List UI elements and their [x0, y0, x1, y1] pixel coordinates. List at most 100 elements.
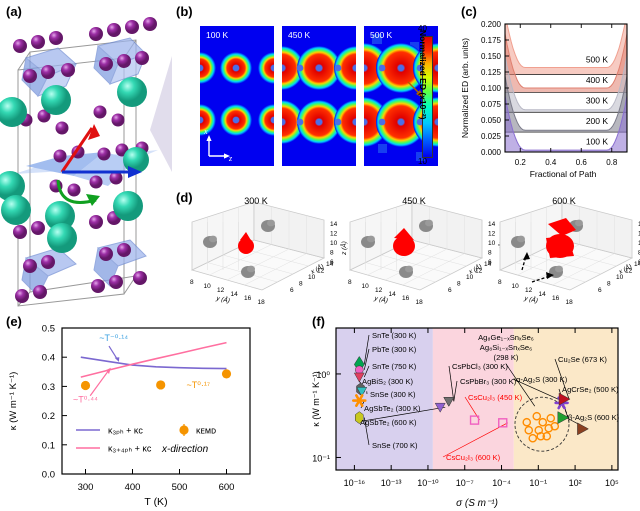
- panel-c-ytick: 0.075: [481, 100, 502, 109]
- panel-f-xtick: 10⁻¹⁰: [417, 478, 439, 488]
- panel-f-cluster-point: [522, 417, 532, 427]
- crystal-structure-graphic: [0, 17, 172, 307]
- panel-d-xtick: 6: [598, 287, 602, 294]
- panel-f-ytick: 10⁰: [316, 370, 330, 380]
- panel-c-area-300K: [505, 55, 627, 113]
- panel-c-series-label-500K: 500 K: [586, 54, 609, 64]
- panel-c-ytick: 0.000: [481, 148, 502, 157]
- panel-c-ytick: 0.100: [481, 84, 502, 93]
- panel-f-cluster-point: [534, 425, 544, 435]
- panel-f-cluster-label-2: (298 K): [494, 353, 519, 362]
- panel-e-xtick: 400: [125, 482, 141, 493]
- insulator-band: [336, 328, 433, 470]
- panel-f-label-Ag2S300K: α-Ag₂S (300 K): [516, 375, 568, 384]
- axis-x-label-b: x: [203, 127, 208, 136]
- panel-d-ytick: 8: [190, 279, 194, 286]
- cesium-atoms: [0, 77, 149, 253]
- panel-c-ytick: 0.125: [481, 68, 502, 77]
- panel-f-marker-CsCu2I3450K: [469, 415, 480, 425]
- panel-e-line-3phC: [80, 356, 227, 370]
- panel-d-ztick: 14: [488, 221, 496, 228]
- ed-map-temp-label-2: 450 K: [288, 30, 311, 40]
- panel-f-label-AgCrSe2500K: AgCrSe₂ (500 K): [562, 385, 619, 394]
- panel-f-cluster-point: [538, 417, 548, 427]
- panel-d-ztick: 12: [330, 231, 338, 238]
- panel-d-ytick: 8: [348, 279, 352, 286]
- mobile-ion-cloud: [238, 238, 254, 254]
- panel-c-ytick: 0.175: [481, 36, 502, 45]
- panel-d-ylabel: y (Å): [215, 293, 231, 305]
- trajectory-temp-label: 300 K: [244, 196, 268, 206]
- colorbar-min-label: 10: [418, 157, 427, 166]
- panel-f-label-AgSbTe2300K: AgSbTe₂ (300 K): [364, 404, 421, 413]
- ed-map-100k: 100 K x z: [200, 26, 274, 166]
- panel-e-point: [221, 369, 232, 379]
- panel-b-ed-maps: (b) 100 K x z: [172, 0, 457, 190]
- mobile-ion-cloud: [393, 236, 415, 256]
- panel-a-label: (a): [6, 4, 22, 19]
- panel-d-ztick: 14: [638, 221, 640, 228]
- panel-c-curve-100K: [504, 95, 628, 151]
- panel-c-ed-path-profile: (c) 0.000 0.025 0.050 0.075 0.100 0.125 0.150 0…: [457, 0, 640, 190]
- panel-d-xtick: 12: [475, 268, 483, 275]
- panel-f-cluster-point: [546, 413, 556, 423]
- panel-c-area-200K: [505, 75, 627, 133]
- panel-f-xlabel: σ (S m⁻¹): [456, 498, 498, 509]
- panel-f-xtick: 10⁻¹: [529, 478, 547, 488]
- ed-colorbar: [422, 36, 433, 158]
- panel-f-label-SnSe300K: SnSe (300 K): [370, 390, 416, 399]
- panel-e-ytick: 0.4: [42, 353, 55, 364]
- panel-f-marker-Cu2Se673K: [558, 392, 571, 406]
- panel-d-ztick: 6: [638, 259, 640, 266]
- panel-d-ytick: 14: [231, 291, 239, 298]
- panel-e-point: [80, 380, 91, 391]
- panel-d-xtick: 12: [625, 268, 633, 275]
- panel-f-label-CsPbBr3300K: CsPbBr₃ (300 K): [460, 377, 517, 386]
- panel-f-cluster-point: [542, 431, 552, 441]
- panel-d-xtick: 8: [299, 281, 303, 288]
- panel-f-cluster-label-1: Ag₈Si₁₋ₓSnₓSe₆: [480, 343, 532, 352]
- panel-f-xtick: 10²: [569, 478, 582, 488]
- panel-f-cluster-point: [528, 433, 538, 443]
- panel-d-ztick: 12: [638, 231, 640, 238]
- panel-f-label-Cu2Se673K: Cu₂Se (673 K): [558, 355, 607, 364]
- panel-c-area-400K: [505, 33, 627, 93]
- panel-d-xtick: 8: [607, 281, 611, 288]
- panel-e-xtick: 600: [219, 482, 235, 493]
- panel-f-marker-PbTe300K: [355, 365, 364, 375]
- panel-f-label-SnTe750K: SnTe (750 K): [372, 362, 417, 371]
- panel-c-curve-500K: [505, 23, 627, 68]
- panel-c-chart: 0.000 0.025 0.050 0.075 0.100 0.125 0.150 0.175…: [460, 20, 628, 179]
- panel-d-ytick: 8: [498, 279, 502, 286]
- panel-f-label-CsPbCl3300K: CsPbCl₃ (300 K): [452, 362, 508, 371]
- panel-f-marker-AgCrSe2500K: [557, 411, 570, 425]
- panel-e-legend-2: κᴇᴍᴅ: [196, 426, 216, 436]
- panel-d-ztick: 6: [488, 259, 492, 266]
- panel-c-xtick: 0.6: [576, 158, 588, 167]
- panel-f-label-Ag2S600K: β-Ag₂S (600 K): [568, 413, 620, 422]
- panel-d-ytick: 14: [539, 291, 547, 298]
- panel-d-zlabel: z (Å): [339, 241, 348, 256]
- panel-c-area-500K: [505, 24, 627, 75]
- panel-f-marker-SnSe700K: [355, 411, 364, 424]
- panel-f-xtick: 10⁻¹⁶: [344, 478, 366, 488]
- panel-d-ytick: 16: [244, 295, 252, 302]
- panel-f-marker-SnSe300K: [356, 387, 368, 397]
- panel-d-ztick: 6: [330, 259, 334, 266]
- panel-f-kappa-sigma-map: (f) SnTe (300 K) PbTe (300 K) SnTe (750 K)…: [310, 312, 640, 511]
- panel-e-xlabel: T (K): [144, 496, 167, 508]
- panel-c-area-100K: [505, 95, 627, 152]
- panel-e-legend-note: x-direction: [161, 444, 209, 455]
- panel-c-series-label-100K: 100 K: [586, 136, 609, 146]
- panel-d-ztick: 10: [330, 240, 338, 247]
- panel-d-xtick: 14: [326, 261, 334, 268]
- trajectory-temp-label: 450 K: [402, 196, 426, 206]
- dashed-circle-highlight: [514, 396, 570, 452]
- panel-f-marker-CsPbBr3300K: [443, 397, 455, 407]
- panel-f-xtick: 10⁻⁷: [456, 478, 474, 488]
- panel-b-label: (b): [176, 4, 193, 19]
- panel-c-series-label-200K: 200 K: [586, 116, 609, 126]
- panel-d-ytick: 18: [416, 299, 424, 306]
- panel-e-xtick: 500: [172, 482, 188, 493]
- panel-d-xtick: 10: [308, 274, 316, 281]
